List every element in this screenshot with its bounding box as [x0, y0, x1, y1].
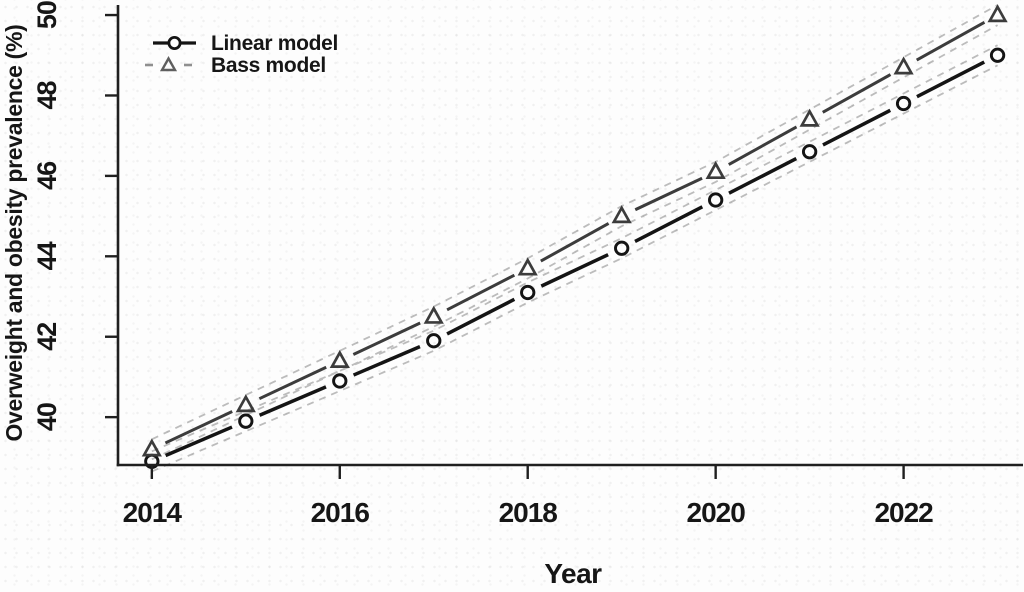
marker-triangle-2023 — [987, 4, 1008, 23]
marker-triangle-2022 — [893, 56, 914, 75]
series-segment-bass — [728, 125, 798, 166]
marker-circle-2015 — [238, 413, 254, 429]
y-tick-label-40: 40 — [32, 403, 62, 431]
series-segment-linear — [916, 60, 986, 99]
x-tick-label-2014: 2014 — [123, 497, 183, 528]
ci-line-bass-upper — [151, 4, 999, 441]
series-segment-linear — [164, 425, 233, 458]
y-tick-label-44: 44 — [32, 241, 62, 270]
series-segment-linear — [728, 157, 798, 195]
series-segment-bass — [164, 410, 233, 445]
series-segment-bass — [446, 273, 516, 312]
plot-area: 40 42 44 46 48 50 2014 2016 2018 2020 2022 — [32, 1, 1023, 528]
x-tick-label-2016: 2016 — [311, 497, 370, 528]
legend-sample-bass-marker-icon — [159, 56, 178, 72]
marker-circle-2022 — [895, 95, 912, 112]
series-segment-bass — [915, 21, 986, 62]
marker-triangle-2015 — [235, 394, 256, 413]
y-axis-title: Overweight and obesity prevalence (%) — [1, 24, 27, 441]
series-segment-bass — [634, 176, 703, 212]
series-segment-linear — [822, 108, 892, 147]
marker-triangle-2017 — [423, 305, 444, 324]
marker-circle-2021 — [801, 144, 818, 160]
marker-triangle-2021 — [799, 108, 820, 127]
ci-line-linear-upper — [151, 44, 998, 453]
y-tick-label-48: 48 — [32, 80, 62, 109]
x-tick-label-2022: 2022 — [874, 497, 933, 528]
legend-samples — [145, 36, 196, 72]
ci-line-linear-lower — [151, 64, 998, 473]
marker-circle-2017 — [426, 333, 442, 349]
marker-circle-2023 — [989, 47, 1006, 63]
marker-triangle-2016 — [329, 349, 350, 369]
series-segment-bass — [822, 73, 892, 114]
x-tick-label-2018: 2018 — [499, 497, 558, 528]
series-segment-linear — [258, 385, 327, 417]
marker-triangle-2018 — [517, 257, 538, 276]
series-segment-linear — [446, 297, 516, 336]
y-tick-label-42: 42 — [32, 323, 62, 351]
series-segment-linear — [540, 253, 609, 288]
marker-triangle-2014 — [141, 438, 162, 457]
marker-circle-2018 — [520, 284, 536, 301]
legend-label-bass-model: Bass model — [211, 54, 326, 77]
marker-circle-2019 — [614, 240, 630, 256]
series-segment-bass — [258, 365, 327, 401]
x-axis-title: Year — [544, 558, 602, 589]
legend-label-linear-model: Linear model — [211, 32, 338, 55]
series-segment-bass — [352, 321, 421, 356]
x-tick-label-2020: 2020 — [687, 497, 746, 528]
legend-sample-linear-marker-icon — [167, 36, 182, 51]
series-segment-linear — [352, 345, 421, 377]
series-segment-bass — [540, 222, 610, 263]
marker-triangle-2019 — [611, 205, 632, 224]
y-tick-label-46: 46 — [32, 161, 62, 190]
series-segment-linear — [634, 205, 704, 243]
marker-triangle-2020 — [705, 160, 726, 180]
legend: Linear model Bass model — [145, 32, 338, 77]
ci-line-bass-lower — [151, 24, 999, 461]
marker-circle-2016 — [332, 373, 348, 389]
y-tick-label-50: 50 — [32, 1, 62, 29]
marker-circle-2020 — [708, 192, 724, 208]
